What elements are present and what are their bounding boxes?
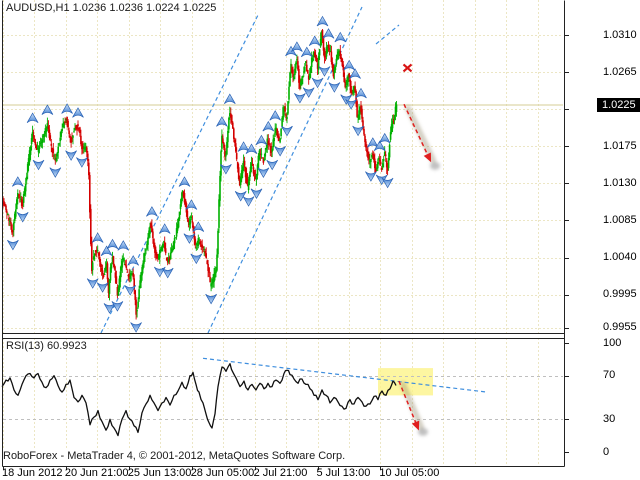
rsi-line-series <box>1 357 563 437</box>
chart-title-quote: AUDUSD,H1 1.0236 1.0236 1.0224 1.0225 <box>6 2 217 14</box>
forecast-annotations <box>398 63 440 436</box>
trend-channel-lines <box>100 6 400 334</box>
price-axis-label: 1.0310 <box>603 28 637 41</box>
time-axis-label: 10 Jul 05:00 <box>379 467 440 479</box>
current-price-label: 1.0225 <box>597 98 640 113</box>
price-axis-label: 1.0265 <box>603 65 637 78</box>
copyright-text: RoboForex - MetaTrader 4, © 2001-2012, M… <box>3 450 363 464</box>
grid-lines <box>3 0 563 466</box>
pane-borders <box>2 0 569 470</box>
time-axis-label: 25 Jun 13:00 <box>127 467 192 479</box>
target-asterisk-icon <box>402 63 413 73</box>
price-axis-label: 1.0130 <box>603 176 637 189</box>
time-axis-label: 18 Jun 2012 <box>2 467 63 479</box>
price-axis-label: 1.0175 <box>603 139 637 152</box>
price-axis-label: 1.0085 <box>603 213 637 226</box>
time-axis-label: 20 Jun 21:00 <box>64 467 129 479</box>
rsi-axis-label: 70 <box>603 369 616 382</box>
rsi-axis-label: 100 <box>603 336 622 349</box>
rsi-indicator-label: RSI(13) 60.9923 <box>6 340 87 352</box>
rsi-axis-label: 30 <box>603 412 616 425</box>
candlestick-series <box>2 29 398 320</box>
rsi-axis-label: 0 <box>603 445 610 458</box>
time-axis-label: 5 Jul 13:00 <box>316 467 371 479</box>
price-axis-label: 1.0040 <box>603 251 637 264</box>
time-axis-label: 2 Jul 21:00 <box>253 467 308 479</box>
price-axis-label: 0.9955 <box>603 321 637 334</box>
time-axis-label: 28 Jun 05:00 <box>190 467 255 479</box>
price-axis-label: 0.9995 <box>603 288 637 301</box>
